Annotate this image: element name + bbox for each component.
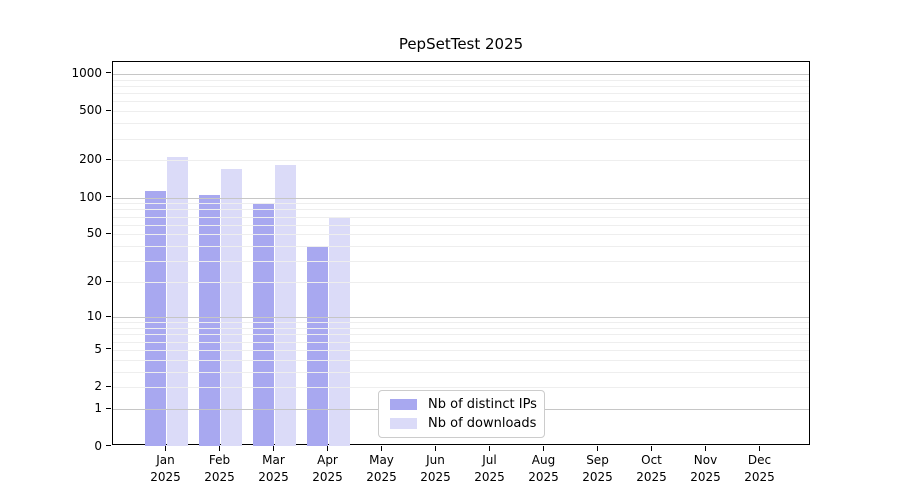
x-tick-mark-apr (327, 446, 328, 451)
bar-apr-series1 (307, 246, 329, 447)
y-tick-mark-1000 (106, 72, 111, 74)
gridline-major-100 (113, 197, 809, 199)
gridline-minor-70 (113, 216, 809, 218)
y-tick-label-20: 20 (86, 274, 102, 289)
y-tick-label-10: 10 (86, 309, 102, 324)
x-tick-mark-may (381, 446, 382, 451)
x-tick-label-feb: Feb 2025 (204, 453, 235, 484)
y-tick-mark-200 (106, 158, 111, 160)
x-tick-label-apr: Apr 2025 (312, 453, 343, 484)
gridline-minor-9 (113, 322, 809, 324)
x-tick-mark-jun (435, 446, 436, 451)
gridline-minor-3 (113, 371, 809, 373)
gridline-minor-8 (113, 327, 809, 329)
gridline-minor-800 (113, 85, 809, 87)
gridline-major-10 (113, 317, 809, 319)
bar-feb-series2 (220, 168, 242, 447)
legend-swatch-1 (390, 399, 417, 410)
y-tick-mark-10 (106, 315, 111, 317)
gridline-minor-2 (113, 387, 809, 389)
gridline-minor-500 (113, 111, 809, 113)
y-tick-label-1: 1 (94, 401, 102, 416)
x-tick-label-aug: Aug 2025 (528, 453, 559, 484)
bar-jan-series2 (166, 157, 188, 447)
gridline-minor-20 (113, 282, 809, 284)
y-tick-mark-50 (106, 232, 111, 234)
x-tick-mark-jan (165, 446, 166, 451)
gridline-minor-5 (113, 349, 809, 351)
y-tick-mark-5 (106, 348, 111, 350)
x-tick-label-jan: Jan 2025 (150, 453, 181, 484)
gridline-minor-400 (113, 123, 809, 125)
x-tick-mark-aug (543, 446, 544, 451)
y-tick-label-5: 5 (94, 341, 102, 356)
x-tick-label-dec: Dec 2025 (744, 453, 775, 484)
x-tick-mark-oct (651, 446, 652, 451)
x-tick-mark-mar (273, 446, 274, 451)
y-tick-mark-0 (106, 445, 111, 446)
gridline-major-1000 (113, 73, 809, 75)
gridline-minor-6 (113, 341, 809, 343)
x-tick-label-oct: Oct 2025 (636, 453, 667, 484)
chart-title: PepSetTest 2025 (398, 35, 524, 53)
bar-mar-series2 (274, 165, 296, 447)
gridline-minor-7 (113, 334, 809, 336)
x-tick-label-jun: Jun 2025 (420, 453, 451, 484)
y-tick-mark-2 (106, 385, 111, 387)
x-tick-mark-jul (489, 446, 490, 451)
gridline-minor-700 (113, 93, 809, 95)
y-tick-mark-100 (106, 196, 111, 198)
x-tick-mark-dec (759, 446, 760, 451)
x-tick-label-mar: Mar 2025 (258, 453, 289, 484)
y-tick-label-1000: 1000 (71, 65, 102, 80)
gridline-minor-90 (113, 203, 809, 205)
legend-label-1: Nb of distinct IPs (428, 397, 537, 412)
y-tick-label-50: 50 (86, 226, 102, 241)
y-tick-label-100: 100 (79, 189, 102, 204)
legend: Nb of distinct IPs Nb of downloads (378, 390, 545, 438)
legend-swatch-2 (390, 418, 417, 429)
plot-area (112, 61, 810, 447)
bar-feb-series1 (199, 194, 221, 447)
x-tick-label-jul: Jul 2025 (474, 453, 505, 484)
x-tick-mark-sep (597, 446, 598, 451)
y-tick-label-200: 200 (79, 152, 102, 167)
y-tick-mark-500 (106, 109, 111, 111)
y-tick-label-500: 500 (79, 103, 102, 118)
gridline-minor-60 (113, 224, 809, 226)
x-tick-label-sep: Sep 2025 (582, 453, 613, 484)
gridline-minor-50 (113, 234, 809, 236)
gridline-minor-40 (113, 246, 809, 248)
x-tick-mark-nov (705, 446, 706, 451)
legend-label-2: Nb of downloads (428, 416, 537, 431)
x-tick-label-may: May 2025 (366, 453, 397, 484)
gridline-minor-900 (113, 79, 809, 81)
y-tick-label-2: 2 (94, 379, 102, 394)
legend-row-1: Nb of distinct IPs (390, 397, 544, 412)
y-tick-mark-20 (106, 280, 111, 282)
gridline-minor-200 (113, 160, 809, 162)
x-tick-label-nov: Nov 2025 (690, 453, 721, 484)
y-tick-mark-1 (106, 407, 111, 409)
bar-jan-series1 (145, 190, 167, 447)
bar-apr-series2 (328, 218, 350, 447)
y-tick-label-0: 0 (94, 438, 102, 453)
x-tick-mark-feb (219, 446, 220, 451)
gridline-minor-600 (113, 101, 809, 103)
gridline-minor-4 (113, 359, 809, 361)
gridline-minor-300 (113, 138, 809, 140)
legend-row-2: Nb of downloads (390, 416, 544, 431)
gridline-minor-30 (113, 261, 809, 263)
bar-mar-series1 (253, 202, 275, 447)
gridline-minor-80 (113, 209, 809, 211)
